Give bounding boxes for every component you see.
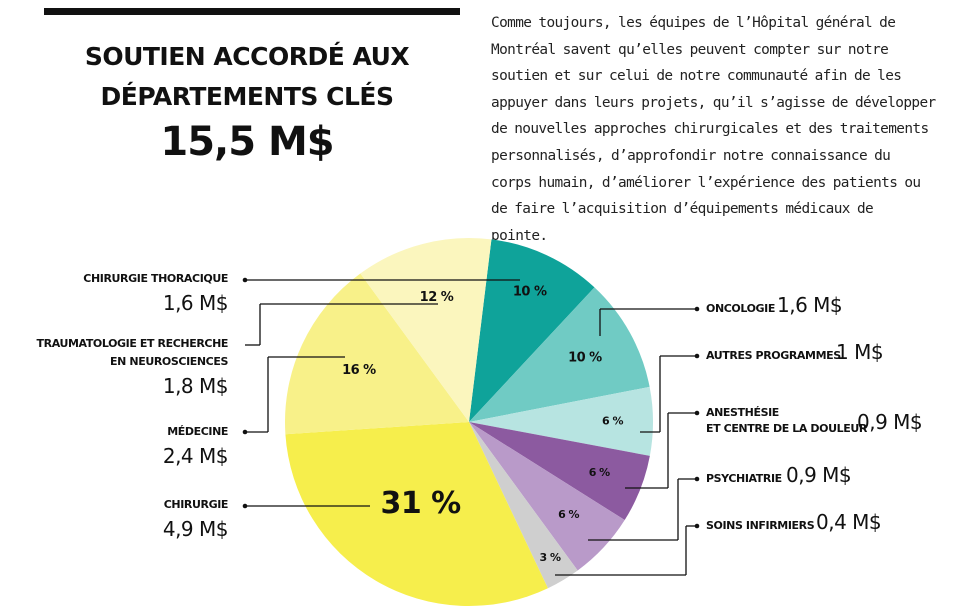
label-value-soins: 0,4 M$ xyxy=(816,510,882,534)
label-value-psychiatrie: 0,9 M$ xyxy=(786,463,852,487)
label-value-trauma: 1,8 M$ xyxy=(162,374,229,398)
label-value-thoracique: 1,6 M$ xyxy=(162,291,229,315)
label-name-psychiatrie: PSYCHIATRIE xyxy=(706,472,782,485)
label-value-autres: 1 M$ xyxy=(836,340,884,364)
top-rule xyxy=(44,8,460,15)
pie-slice xyxy=(360,237,492,422)
slice-percent-label: 12 % xyxy=(420,290,454,305)
pie-slice xyxy=(469,287,650,422)
label-name-oncologie: ONCOLOGIE xyxy=(706,302,775,315)
pie-slices xyxy=(284,237,654,606)
slice-percent-label: 3 % xyxy=(539,551,560,564)
pie-slice xyxy=(469,422,625,571)
pie-slice xyxy=(469,422,578,589)
label-name-anesthesie-1: ANESTHÉSIE xyxy=(706,406,779,419)
label-value-medecine: 2,4 M$ xyxy=(162,444,229,468)
slice-percent-label: 16 % xyxy=(342,363,376,378)
pie-slice xyxy=(284,273,469,435)
percent-labels: 10 % 10 % 6 % 6 % 6 % 3 % 31 % 16 % 12 % xyxy=(342,284,624,564)
heading-line-1: SOUTIEN ACCORDÉ AUX xyxy=(84,42,410,71)
slice-percent-label: 6 % xyxy=(558,508,579,521)
label-name-anesthesie-2: ET CENTRE DE LA DOULEUR xyxy=(706,422,867,435)
label-value-anesthesie: 0,9 M$ xyxy=(857,410,923,434)
label-value-chirurgie: 4,9 M$ xyxy=(162,517,229,541)
leader-lines xyxy=(242,277,700,576)
pie-slice xyxy=(469,386,654,456)
label-name-medecine: MÉDECINE xyxy=(167,425,228,438)
pie-slice xyxy=(285,422,548,606)
total-amount: 15,5 M$ xyxy=(160,119,334,165)
slice-percent-label: 6 % xyxy=(589,466,610,479)
intro-paragraph: Comme toujours, les équipes de l’Hôpital… xyxy=(491,15,936,244)
label-name-trauma-2: EN NEUROSCIENCES xyxy=(110,355,228,368)
label-name-thoracique: CHIRURGIE THORACIQUE xyxy=(83,272,228,285)
slice-percent-label: 10 % xyxy=(513,284,547,299)
slice-percent-label: 6 % xyxy=(602,415,623,428)
pie-slice xyxy=(469,239,595,422)
label-name-chirurgie: CHIRURGIE xyxy=(163,498,229,511)
slice-percent-label: 31 % xyxy=(380,486,461,521)
heading-line-2: DÉPARTEMENTS CLÉS xyxy=(100,82,394,111)
label-value-oncologie: 1,6 M$ xyxy=(777,293,843,317)
slice-percent-label: 10 % xyxy=(568,350,602,365)
label-name-soins: SOINS INFIRMIERS xyxy=(706,519,815,532)
label-name-autres: AUTRES PROGRAMMES xyxy=(706,349,841,362)
label-name-trauma-1: TRAUMATOLOGIE ET RECHERCHE xyxy=(36,337,229,350)
pie-slice xyxy=(469,422,650,521)
